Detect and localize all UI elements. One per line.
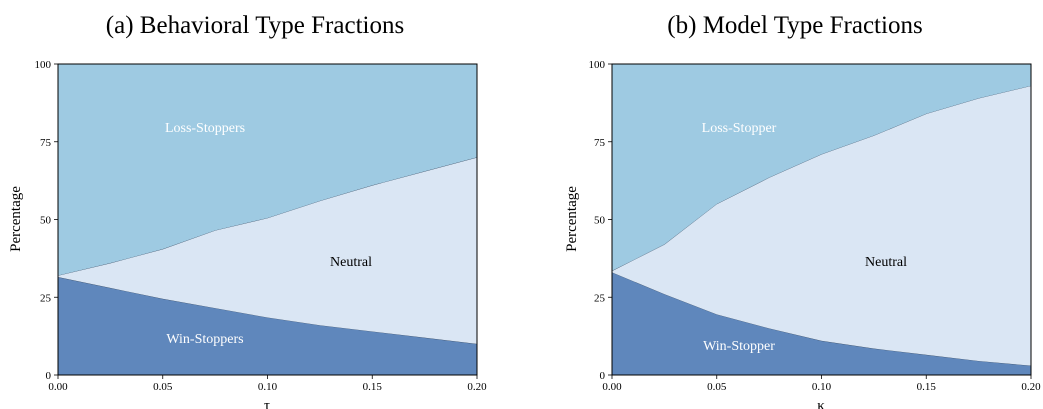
chart-b-ytick-label: 100 xyxy=(589,59,606,71)
chart-a-xtick-label: 0.00 xyxy=(48,381,68,393)
chart-a-area-neutral xyxy=(58,157,477,344)
chart-a-label-win-stoppers: Win-Stoppers xyxy=(166,332,243,347)
chart-a-ytick-label: 75 xyxy=(40,137,52,149)
chart-b-xtick-label: 0.20 xyxy=(1021,381,1041,393)
chart-a-area-loss-stoppers xyxy=(58,64,477,276)
chart-a-ytick-label: 0 xyxy=(46,370,52,382)
chart-a-xlabel: τ xyxy=(264,398,270,409)
chart-b-label-loss-stopper: Loss-Stopper xyxy=(702,121,777,136)
chart-b-areas xyxy=(611,64,1032,375)
chart-a-area-win-stoppers xyxy=(58,277,477,375)
chart-a-xtick-label: 0.10 xyxy=(258,381,278,393)
chart-a-label-loss-stoppers: Loss-Stoppers xyxy=(165,121,245,136)
panel-b: (b) Model Type Fractions 0.00 0.05 0.10 0.1… xyxy=(564,12,1041,409)
chart-a-ylabel: Percentage xyxy=(8,186,24,252)
chart-a-ytick-label: 50 xyxy=(40,215,52,227)
chart-b-area-win-stopper xyxy=(612,272,1031,375)
chart-b-area-loss-stopper xyxy=(612,64,1031,271)
chart-b-ytick-label: 25 xyxy=(594,292,606,304)
chart-a-xtick-label: 0.20 xyxy=(467,381,487,393)
chart-b-xlabel: κ xyxy=(817,398,825,409)
chart-a-label-neutral: Neutral xyxy=(330,255,372,270)
panel-a: (a) Behavioral Type Fractions 0.00 0.05 0.… xyxy=(8,12,487,409)
chart-b-label-win-stopper: Win-Stopper xyxy=(703,339,775,354)
chart-b-label-neutral: Neutral xyxy=(865,255,907,270)
chart-a-ytick-label: 25 xyxy=(40,292,52,304)
chart-b-ticks: 0.00 0.05 0.10 0.15 0.20 0 25 50 75 100 xyxy=(589,59,1042,393)
chart-a-ticks: 0.00 0.05 0.10 0.15 0.20 0 25 50 75 100 xyxy=(35,59,488,393)
chart-a-ytick-label: 100 xyxy=(35,59,52,71)
chart-b-xtick-label: 0.10 xyxy=(812,381,832,393)
chart-a-title: (a) Behavioral Type Fractions xyxy=(106,12,404,39)
chart-b-ytick-label: 50 xyxy=(594,215,606,227)
chart-a-areas xyxy=(57,64,478,375)
chart-b-area-neutral xyxy=(612,85,1031,366)
chart-a-xtick-label: 0.05 xyxy=(153,381,173,393)
chart-a-xtick-label: 0.15 xyxy=(363,381,383,393)
chart-b-ytick-label: 75 xyxy=(594,137,606,149)
chart-b-title: (b) Model Type Fractions xyxy=(667,12,922,39)
chart-b-ytick-label: 0 xyxy=(600,370,606,382)
chart-b-xtick-label: 0.15 xyxy=(917,381,937,393)
chart-b-xtick-label: 0.00 xyxy=(602,381,622,393)
chart-b-xtick-label: 0.05 xyxy=(707,381,727,393)
chart-b-ylabel: Percentage xyxy=(564,186,580,252)
